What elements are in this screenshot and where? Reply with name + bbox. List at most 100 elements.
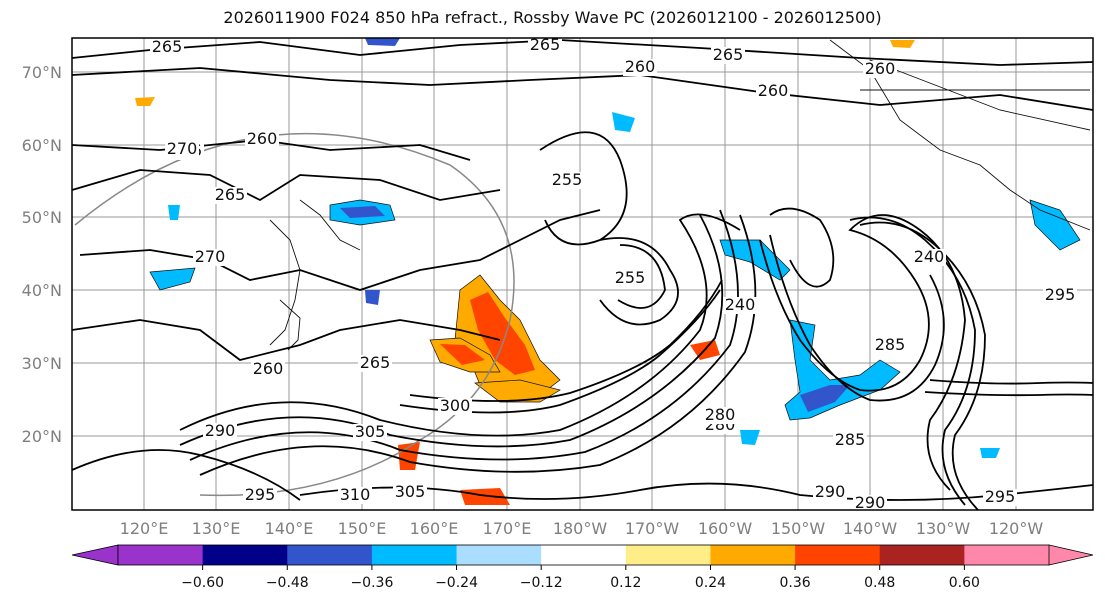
contour-label: 265	[215, 185, 246, 204]
contour-label: 270	[167, 139, 198, 158]
contour-label-bg	[711, 47, 745, 64]
contour-label-bg	[613, 270, 647, 287]
contour-label-bg	[438, 398, 472, 415]
contour-label: 240	[914, 247, 945, 266]
lon-label: 140°E	[265, 519, 314, 538]
contour-label: 265	[713, 45, 744, 64]
colorbar-segment	[371, 545, 458, 565]
colorbar-tick-label: −0.12	[520, 575, 563, 591]
contour-label-bg	[165, 141, 199, 158]
contour-label-bg	[358, 355, 392, 372]
coastlines	[269, 39, 1091, 351]
contour-label: 310	[340, 485, 371, 504]
contour-label-bg	[550, 172, 584, 189]
colorbar-extend-high	[1048, 544, 1094, 566]
contour-label-bg	[1043, 287, 1077, 304]
colorbar-segment	[795, 545, 881, 565]
colorbar-tick-label: −0.36	[350, 575, 393, 591]
contour-label: 285	[875, 335, 906, 354]
contour-label-layer: 2652652652602602602552702702602552552402…	[150, 35, 1077, 512]
contour-label-bg	[912, 249, 946, 266]
contour-label: 265	[530, 35, 561, 54]
lat-label: 30°N	[22, 354, 62, 373]
contour-label-bg	[873, 337, 907, 354]
colorbar-tick-label: 0.12	[610, 575, 641, 591]
contour-label: 240	[725, 295, 756, 314]
colorbar-segment	[879, 545, 965, 565]
longitude-labels: 120°E 130°E 140°E 150°E 160°E 170°E 180°W 170°W…	[120, 519, 1044, 538]
contour-label: 270	[195, 247, 226, 266]
contour-label-bg	[623, 59, 657, 76]
colorbar-tick-label: 0.36	[780, 575, 811, 591]
lat-label: 40°N	[22, 281, 62, 300]
contour-label-bg	[393, 484, 427, 501]
lon-label: 160°W	[698, 519, 753, 538]
lon-label: 150°E	[338, 519, 387, 538]
contour-label-bg	[203, 423, 237, 440]
colorbar-segment	[964, 545, 1050, 565]
contour-label: 280	[705, 405, 736, 424]
contour-label-bg	[243, 487, 277, 504]
map-background	[72, 38, 1093, 510]
contour-label-bg	[353, 424, 387, 441]
lon-label: 120°E	[120, 519, 169, 538]
contour-label-bg	[723, 297, 757, 314]
contour-label: 255	[552, 170, 583, 189]
colorbar-tick-label: 0.60	[949, 575, 980, 591]
lon-label: 170°W	[625, 519, 680, 538]
contour-label: 265	[360, 353, 391, 372]
lon-label: 120°W	[989, 519, 1044, 538]
contour-label-bg	[245, 131, 279, 148]
lon-label: 180°W	[553, 519, 608, 538]
contour-label-bg	[338, 487, 372, 504]
colorbar-tick-label: −0.60	[181, 575, 224, 591]
contour-label-bg	[251, 361, 285, 378]
lat-label: 60°N	[22, 136, 62, 155]
map-title: 2026011900 F024 850 hPa refract., Rossby…	[223, 8, 882, 27]
negative-anomaly-shading	[149, 38, 1081, 458]
colorbar-segment	[541, 545, 627, 565]
contour-label-bg	[193, 249, 227, 266]
contour-label: 305	[395, 482, 426, 501]
map-frame	[71, 37, 1094, 511]
contour-label-bg	[983, 489, 1017, 506]
contour-label: 260	[247, 129, 278, 148]
contour-label: 255	[615, 268, 646, 287]
latitude-labels: 70°N 60°N 50°N 40°N 30°N 20°N	[22, 63, 62, 446]
contour-label-bg	[863, 61, 897, 78]
lon-label: 160°E	[410, 519, 459, 538]
contour-label-bg	[833, 432, 867, 449]
contour-label: 285	[835, 430, 866, 449]
colorbar-tick-label: 0.24	[695, 575, 726, 591]
contour-label-bg	[213, 187, 247, 204]
contour-label: 295	[1045, 285, 1076, 304]
contour-label: 265	[152, 37, 183, 56]
contour-label-bg	[528, 37, 562, 54]
colorbar-extend-low	[71, 544, 119, 566]
contour-label: 260	[625, 57, 656, 76]
colorbar-tick-label: −0.48	[266, 575, 309, 591]
contour-label-bg	[150, 39, 184, 56]
colorbar-segment	[287, 545, 373, 565]
contour-label: 295	[985, 487, 1016, 506]
lon-label: 170°E	[483, 519, 532, 538]
contour-label: 260	[758, 81, 789, 100]
contour-label-bg	[703, 407, 737, 424]
colorbar-tick-label: 0.48	[864, 575, 895, 591]
colorbar-outline	[117, 544, 1050, 566]
colorbar: −0.60 −0.48 −0.36 −0.24 −0.12 0.12 0.24 0.36 0.4…	[71, 544, 1094, 591]
colorbar-segment	[118, 545, 204, 565]
lat-label: 20°N	[22, 427, 62, 446]
contour-label: 295	[245, 485, 276, 504]
colorbar-segment	[202, 545, 288, 565]
contour-label-bg	[853, 495, 887, 512]
lon-label: 150°W	[771, 519, 826, 538]
lat-label: 70°N	[22, 63, 62, 82]
lat-label: 50°N	[22, 208, 62, 227]
lon-label: 130°W	[916, 519, 971, 538]
contour-label: 290	[855, 493, 886, 512]
lon-label: 130°E	[192, 519, 241, 538]
contour-label: 290	[205, 421, 236, 440]
contour-label-bg	[813, 484, 847, 501]
